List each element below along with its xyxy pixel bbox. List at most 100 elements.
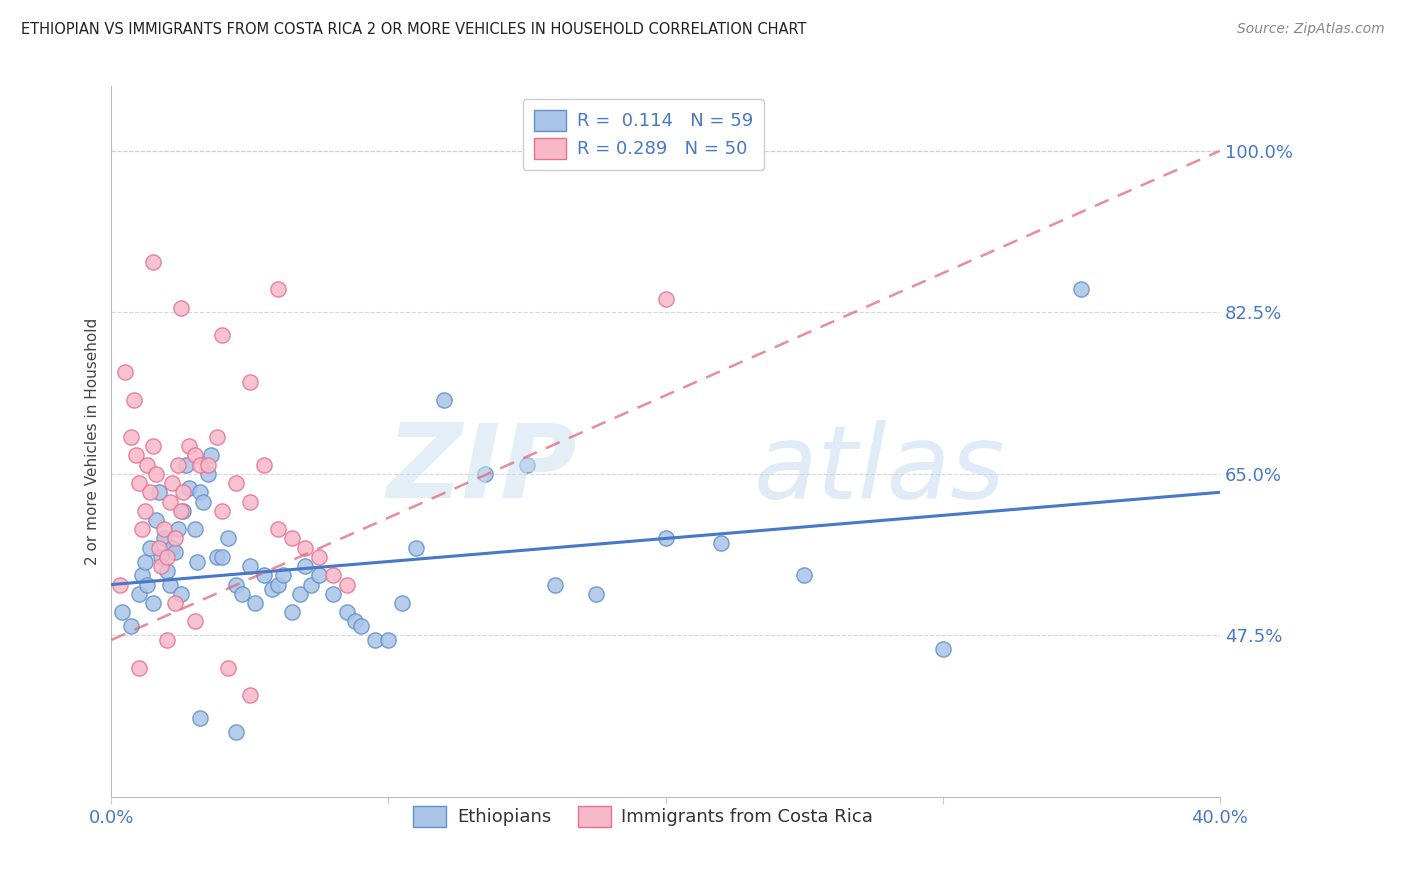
Point — [134, 504, 156, 518]
Point — [793, 568, 815, 582]
Point — [585, 587, 607, 601]
Point — [225, 577, 247, 591]
Point — [136, 577, 159, 591]
Point — [308, 568, 330, 582]
Point — [710, 536, 733, 550]
Point — [128, 660, 150, 674]
Point — [350, 619, 373, 633]
Point — [120, 619, 142, 633]
Point — [225, 725, 247, 739]
Point — [344, 615, 367, 629]
Point — [165, 596, 187, 610]
Point — [145, 467, 167, 481]
Point — [253, 568, 276, 582]
Point — [280, 532, 302, 546]
Text: Source: ZipAtlas.com: Source: ZipAtlas.com — [1237, 22, 1385, 37]
Point — [253, 458, 276, 472]
Point — [186, 554, 208, 568]
Point — [136, 458, 159, 472]
Point — [322, 568, 344, 582]
Point — [172, 504, 194, 518]
Point — [200, 449, 222, 463]
Point — [188, 485, 211, 500]
Point — [131, 522, 153, 536]
Point — [150, 559, 173, 574]
Point — [162, 476, 184, 491]
Point — [336, 605, 359, 619]
Point — [239, 688, 262, 702]
Point — [239, 559, 262, 574]
Point — [177, 481, 200, 495]
Point — [294, 559, 316, 574]
Point — [174, 458, 197, 472]
Point — [128, 476, 150, 491]
Point — [211, 549, 233, 564]
Point — [280, 605, 302, 619]
Point — [142, 254, 165, 268]
Point — [142, 439, 165, 453]
Point — [322, 587, 344, 601]
Point — [156, 549, 179, 564]
Point — [128, 587, 150, 601]
Point — [211, 504, 233, 518]
Point — [183, 522, 205, 536]
Point — [231, 587, 253, 601]
Point — [170, 301, 193, 315]
Point — [211, 328, 233, 343]
Point — [148, 541, 170, 555]
Point — [108, 577, 131, 591]
Point — [239, 375, 262, 389]
Point — [183, 615, 205, 629]
Text: atlas: atlas — [754, 420, 1005, 520]
Point — [377, 632, 399, 647]
Point — [159, 494, 181, 508]
Point — [191, 494, 214, 508]
Point — [205, 430, 228, 444]
Point — [405, 541, 427, 555]
Point — [153, 532, 176, 546]
Point — [170, 587, 193, 601]
Point — [170, 504, 193, 518]
Point — [156, 564, 179, 578]
Point — [188, 458, 211, 472]
Point — [183, 449, 205, 463]
Point — [433, 392, 456, 407]
Point — [120, 430, 142, 444]
Point — [294, 541, 316, 555]
Point — [122, 392, 145, 407]
Point — [197, 458, 219, 472]
Point — [266, 282, 288, 296]
Point — [188, 711, 211, 725]
Point — [266, 522, 288, 536]
Text: ETHIOPIAN VS IMMIGRANTS FROM COSTA RICA 2 OR MORE VEHICLES IN HOUSEHOLD CORRELAT: ETHIOPIAN VS IMMIGRANTS FROM COSTA RICA … — [21, 22, 807, 37]
Point — [153, 522, 176, 536]
Point — [1070, 282, 1092, 296]
Point — [145, 513, 167, 527]
Point — [139, 541, 162, 555]
Point — [262, 582, 284, 597]
Point — [114, 365, 136, 379]
Point — [654, 532, 676, 546]
Point — [111, 605, 134, 619]
Point — [363, 632, 385, 647]
Point — [150, 549, 173, 564]
Legend: Ethiopians, Immigrants from Costa Rica: Ethiopians, Immigrants from Costa Rica — [406, 798, 880, 834]
Point — [134, 554, 156, 568]
Point — [266, 577, 288, 591]
Y-axis label: 2 or more Vehicles in Household: 2 or more Vehicles in Household — [86, 318, 100, 566]
Point — [391, 596, 413, 610]
Point — [516, 458, 538, 472]
Point — [167, 522, 190, 536]
Point — [217, 532, 239, 546]
Point — [217, 660, 239, 674]
Point — [245, 596, 267, 610]
Point — [544, 577, 567, 591]
Point — [271, 568, 294, 582]
Point — [165, 532, 187, 546]
Point — [931, 642, 953, 657]
Point — [474, 467, 496, 481]
Point — [167, 458, 190, 472]
Point — [156, 632, 179, 647]
Point — [654, 292, 676, 306]
Point — [148, 485, 170, 500]
